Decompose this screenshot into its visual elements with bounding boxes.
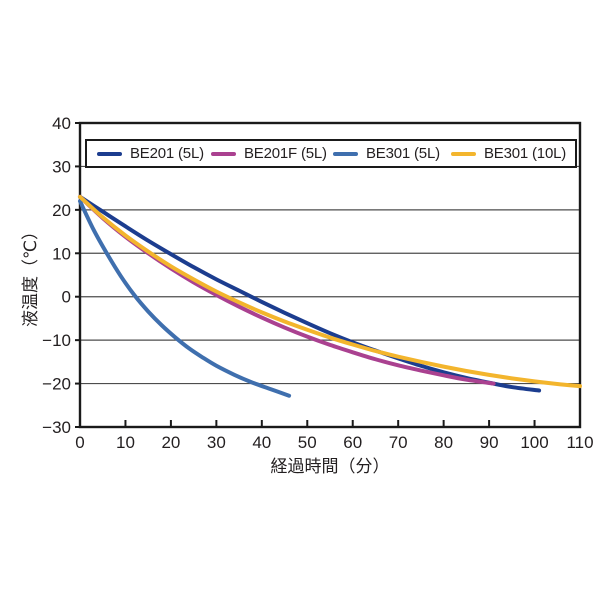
legend-entry: BE201F (5L): [211, 141, 327, 166]
x-tick-label: 50: [298, 433, 317, 452]
x-tick-label: 20: [161, 433, 180, 452]
y-axis-title: 液温度（℃）: [21, 222, 40, 327]
legend-label: BE301 (10L): [484, 145, 567, 162]
x-tick-label: 110: [566, 433, 593, 452]
y-tick-label: 30: [52, 157, 71, 176]
x-tick-label: 0: [75, 433, 84, 452]
y-tick-label: 10: [52, 244, 71, 263]
legend-label: BE301 (5L): [366, 145, 440, 162]
y-tick-label: 20: [52, 201, 71, 220]
x-tick-label: 30: [207, 433, 226, 452]
y-tick-label: 0: [62, 288, 71, 307]
legend-label: BE201 (5L): [130, 145, 204, 162]
x-tick-label: 60: [343, 433, 362, 452]
x-tick-label: 10: [116, 433, 135, 452]
series-line-be201f-5l: [78, 194, 496, 386]
legend-entry: BE301 (10L): [451, 141, 566, 166]
series-line-be201-5l: [78, 194, 542, 393]
x-axis-title: 経過時間（分）: [270, 457, 390, 476]
y-tick-label: 40: [52, 114, 71, 133]
legend-entry: BE301 (5L): [333, 141, 440, 166]
series-line-be301-5l: [78, 199, 292, 398]
x-tick-label: 40: [252, 433, 271, 452]
plot-border: [78, 121, 582, 429]
x-tick-label: 90: [480, 433, 499, 452]
legend-label: BE201F (5L): [244, 145, 327, 162]
chart-legend: BE201 (5L) BE201F (5L) BE301 (5L) BE301 …: [85, 139, 577, 168]
legend-entry: BE201 (5L): [97, 141, 204, 166]
x-tick-label: 70: [389, 433, 408, 452]
y-tick-label: −30: [42, 418, 71, 437]
x-tick-label: 100: [520, 433, 548, 452]
legend-swatch-be301-10l: [451, 151, 476, 156]
series-line-be301-10l: [78, 194, 582, 389]
legend-swatch-be201f-5l: [211, 151, 236, 156]
y-tick-label: −10: [42, 331, 71, 350]
x-tick-label: 80: [434, 433, 453, 452]
legend-swatch-be301-5l: [333, 151, 358, 156]
legend-swatch-be201-5l: [97, 151, 122, 156]
y-tick-label: −20: [42, 375, 71, 394]
